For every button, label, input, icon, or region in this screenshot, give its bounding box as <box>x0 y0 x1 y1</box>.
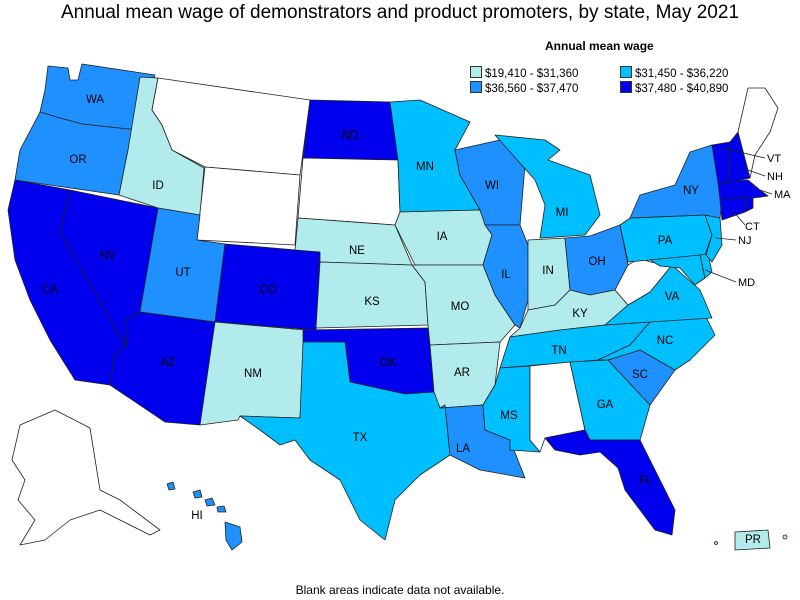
label-IA: IA <box>437 231 448 243</box>
label-MI: MI <box>556 207 569 219</box>
label-AZ: AZ <box>161 357 176 369</box>
label-MN: MN <box>416 161 434 173</box>
label-NY: NY <box>683 185 699 197</box>
state-CT <box>719 196 746 221</box>
legend-label-3: $36,560 - $37,470 <box>485 83 579 95</box>
label-SC: SC <box>632 369 648 381</box>
state-NY <box>629 144 723 219</box>
label-OH: OH <box>588 256 605 268</box>
leader-VT <box>721 147 766 159</box>
label-AR: AR <box>454 367 470 379</box>
state-ME <box>737 87 779 179</box>
state-IL <box>482 224 529 329</box>
leader-NH <box>741 167 766 177</box>
label-WI: WI <box>485 180 499 192</box>
legend-item-4: $37,480 - $40,890 <box>620 81 728 95</box>
label-LA: LA <box>456 443 470 455</box>
legend-swatch-3 <box>470 81 482 93</box>
state-WY <box>196 166 301 246</box>
state-FL <box>544 429 676 536</box>
label-HI: HI <box>191 510 203 522</box>
label-OK: OK <box>380 357 397 369</box>
label-ND: ND <box>342 130 359 142</box>
label-NJ: NJ <box>738 235 751 247</box>
label-NC: NC <box>657 335 674 347</box>
state-MI <box>494 134 601 239</box>
label-KS: KS <box>364 296 380 308</box>
legend-item-1: $19,410 - $31,360 <box>470 66 578 80</box>
label-UT: UT <box>175 267 190 279</box>
state-KS <box>315 261 429 329</box>
footnote: Blank areas indicate data not available. <box>295 583 505 597</box>
legend-swatch-1 <box>470 66 482 78</box>
label-MS: MS <box>500 410 518 422</box>
legend-title: Annual mean wage <box>545 39 654 53</box>
label-KY: KY <box>572 308 588 320</box>
legend-label-2: $31,450 - $36,220 <box>635 68 729 80</box>
label-MA: MA <box>774 189 791 201</box>
state-SD <box>297 157 401 226</box>
state-RI <box>744 195 754 213</box>
label-NM: NM <box>244 368 262 380</box>
label-IL: IL <box>501 269 511 281</box>
leader-MA <box>759 189 773 195</box>
label-IN: IN <box>542 265 554 277</box>
label-WA: WA <box>86 94 104 106</box>
label-PR: PR <box>745 534 761 546</box>
label-MO: MO <box>451 301 470 313</box>
label-TX: TX <box>353 432 368 444</box>
leader-NJ <box>715 237 737 241</box>
leader-CT <box>731 209 746 226</box>
state-NC <box>597 314 716 371</box>
label-NE: NE <box>349 245 365 257</box>
label-TN: TN <box>551 345 566 357</box>
leader-MD <box>704 269 737 283</box>
label-NV: NV <box>100 250 116 262</box>
map-title: Annual mean wage of demonstrators and pr… <box>60 2 740 23</box>
state-AK <box>11 409 161 546</box>
label-CA: CA <box>42 284 58 296</box>
label-NH: NH <box>767 171 783 183</box>
legend-label-1: $19,410 - $31,360 <box>485 68 579 80</box>
state-HI <box>166 481 243 551</box>
label-OR: OR <box>69 154 86 166</box>
label-GA: GA <box>597 399 614 411</box>
state-DE <box>699 253 713 279</box>
state-MA <box>717 179 769 201</box>
territory-PR-islet <box>782 534 788 540</box>
label-PA: PA <box>658 235 673 247</box>
label-CT: CT <box>745 221 760 233</box>
label-MD: MD <box>738 277 755 289</box>
label-ID: ID <box>152 180 164 192</box>
legend-label-4: $37,480 - $40,890 <box>635 83 729 95</box>
legend-swatch-4 <box>620 81 632 93</box>
legend-swatch-2 <box>620 66 632 78</box>
label-VA: VA <box>665 291 680 303</box>
state-TX <box>239 341 451 541</box>
label-VT: VT <box>767 153 781 165</box>
territory-PR-islet2 <box>714 541 718 545</box>
legend-item-2: $31,450 - $36,220 <box>620 66 728 80</box>
label-FL: FL <box>639 475 653 487</box>
territory-PR <box>734 529 771 551</box>
legend-item-3: $36,560 - $37,470 <box>470 81 578 95</box>
label-CO: CO <box>259 284 276 296</box>
